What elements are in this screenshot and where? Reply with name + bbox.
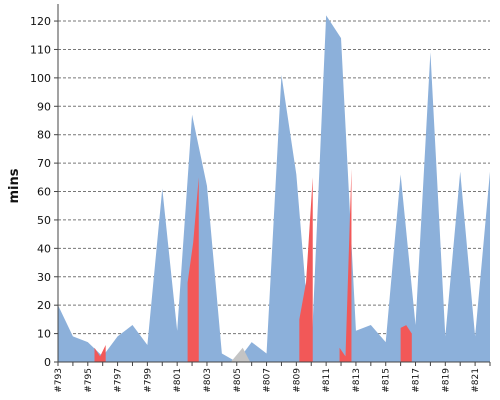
x-tick-label-821: #821 <box>471 368 481 393</box>
area-red-4 <box>339 168 352 362</box>
y-tick-label-50: 50 <box>37 214 51 227</box>
area-main <box>58 15 490 363</box>
area-red-5 <box>400 325 412 362</box>
y-axis-label: mins <box>7 168 22 203</box>
x-tick-label-811: #811 <box>322 368 332 393</box>
area-red-3 <box>299 177 313 362</box>
x-tick-label-819: #819 <box>441 368 451 393</box>
area-gray <box>230 347 251 362</box>
y-tick-label-30: 30 <box>37 271 51 284</box>
y-tick-label-10: 10 <box>37 328 51 341</box>
x-axis-ticks: #793 #795 #797 #799 #801 #803 #805 #807 #809 #811… <box>54 362 491 393</box>
x-tick-label-795: #795 <box>84 368 94 393</box>
y-tick-label-80: 80 <box>37 129 51 142</box>
area-red-1 <box>94 344 106 362</box>
y-tick-label-20: 20 <box>37 299 51 312</box>
area-series <box>58 15 490 363</box>
y-tick-label-40: 40 <box>37 242 51 255</box>
x-tick-label-813: #813 <box>352 368 362 393</box>
y-tick-label-120: 120 <box>30 15 51 28</box>
x-tick-label-805: #805 <box>233 368 243 393</box>
x-tick-label-809: #809 <box>292 368 302 393</box>
y-axis-ticks: 0 10 20 30 40 50 60 70 80 90 100 110 120 <box>30 15 58 369</box>
y-tick-label-0: 0 <box>44 356 51 369</box>
y-tick-label-60: 60 <box>37 186 51 199</box>
y-tick-label-90: 90 <box>37 100 51 113</box>
axes <box>57 4 490 363</box>
y-tick-label-70: 70 <box>37 157 51 170</box>
x-tick-label-807: #807 <box>263 368 273 393</box>
y-tick-label-110: 110 <box>30 43 51 56</box>
x-tick-label-801: #801 <box>173 368 183 393</box>
x-tick-label-817: #817 <box>412 368 422 393</box>
x-tick-label-815: #815 <box>382 368 392 393</box>
x-tick-label-799: #799 <box>143 368 153 393</box>
x-tick-label-793: #793 <box>54 368 64 393</box>
x-tick-label-803: #803 <box>203 368 213 393</box>
area-red-2 <box>187 177 199 362</box>
y-tick-label-100: 100 <box>30 72 51 85</box>
x-tick-label-797: #797 <box>114 368 124 393</box>
